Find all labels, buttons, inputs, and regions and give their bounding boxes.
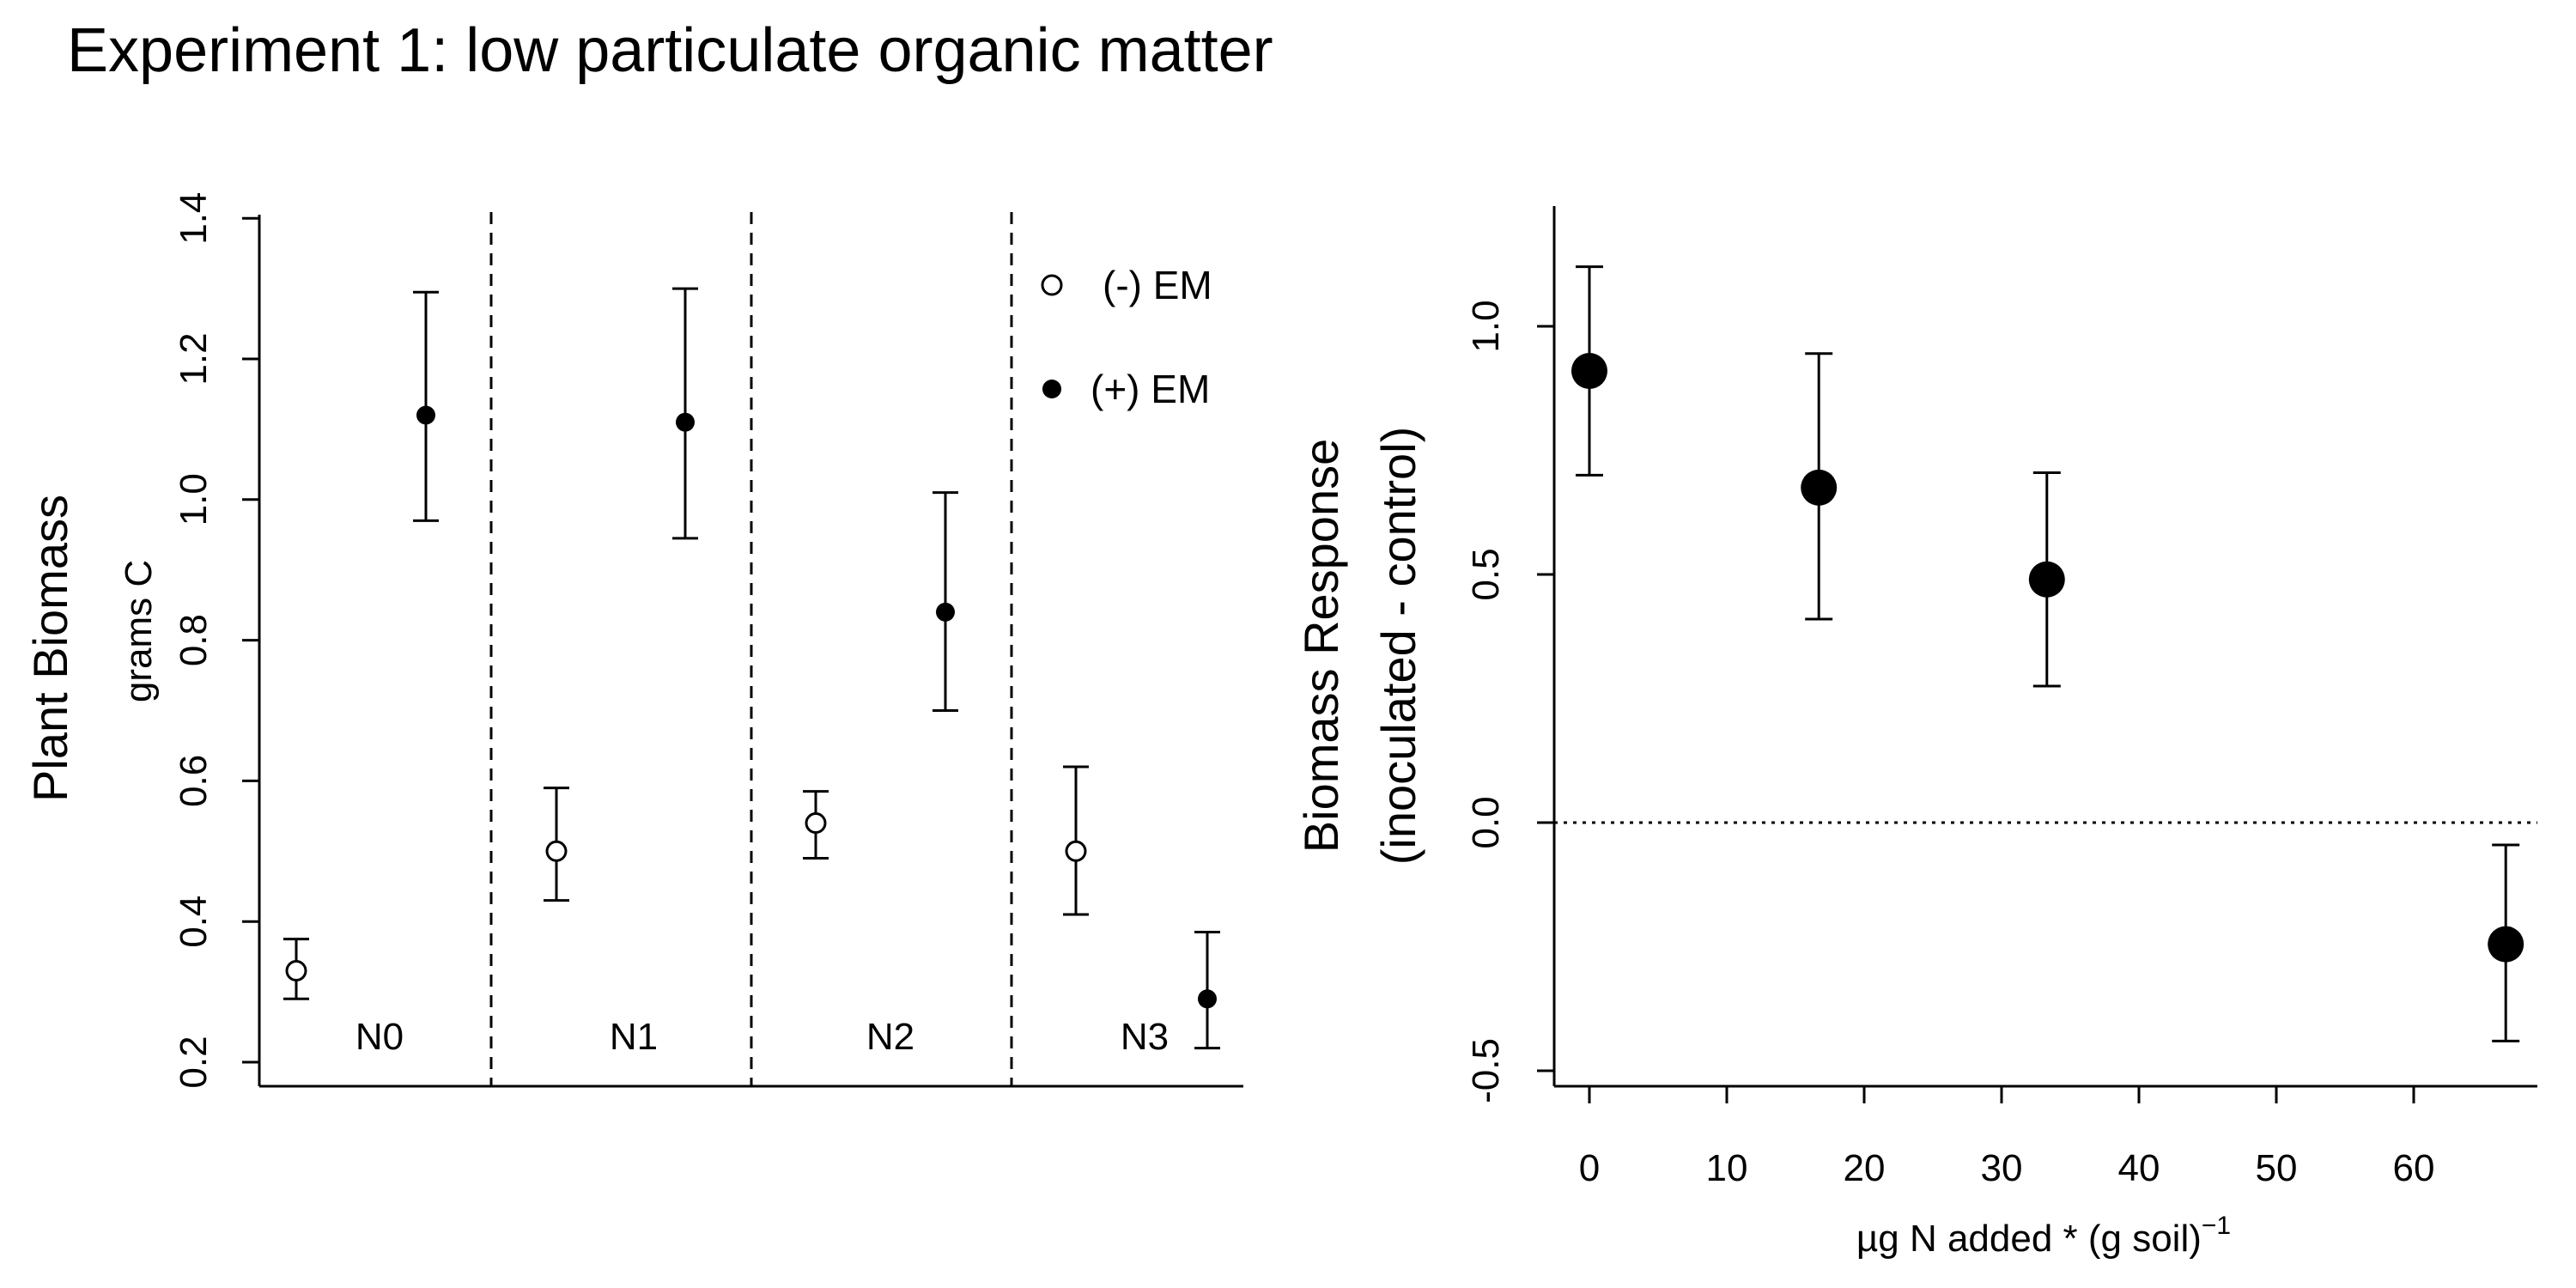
chart-title: Experiment 1: low particulate organic ma… (67, 16, 1273, 85)
data-point-open (1065, 840, 1087, 862)
y-tick-label: 0.4 (173, 896, 215, 948)
y-tick-label: 0.6 (173, 755, 215, 807)
x-axis-label-superscript: −1 (2202, 1212, 2231, 1240)
data-point-filled (936, 602, 955, 622)
data-point-response (1801, 469, 1838, 506)
y-axis-units-label: grams C (118, 560, 160, 702)
y-tick-label: 1.2 (173, 332, 215, 385)
y-axis-label-right: Biomass Response (1294, 439, 1348, 853)
y-tick-label: 0.8 (173, 614, 215, 666)
y-tick-label-right: -0.5 (1465, 1038, 1507, 1103)
data-point-filled (676, 412, 695, 432)
y-tick-label: 0.2 (173, 1036, 215, 1088)
data-point-open (545, 840, 568, 862)
data-point-filled (416, 405, 435, 425)
legend-label: (+) EM (1091, 367, 1210, 411)
legend-label: (-) EM (1103, 263, 1212, 307)
data-point-response (1571, 353, 1607, 390)
y-tick-label-right: 0.5 (1465, 548, 1507, 600)
data-point-response (2488, 926, 2524, 963)
data-point-filled (1198, 989, 1217, 1009)
x-tick-label-right: 40 (2118, 1147, 2160, 1189)
x-tick-label-right: 50 (2256, 1147, 2298, 1189)
x-tick-label-right: 30 (1981, 1147, 2023, 1189)
y-tick-label-right: 1.0 (1465, 300, 1507, 352)
x-axis-label-right: µg N added * (g soil)−1 (1856, 1212, 2231, 1260)
x-tick-label-right: 60 (2393, 1147, 2435, 1189)
group-label: N1 (610, 1016, 658, 1058)
y-tick-label-right: 0.0 (1465, 796, 1507, 848)
data-point-open (805, 812, 827, 835)
group-label: N2 (866, 1016, 914, 1058)
x-tick-label-right: 10 (1706, 1147, 1748, 1189)
legend-marker-filled (1042, 380, 1061, 398)
y-tick-label: 1.4 (173, 192, 215, 245)
y-axis-label: Plant Biomass (23, 495, 77, 802)
data-point-open (285, 960, 307, 982)
group-label: N0 (355, 1016, 404, 1058)
x-tick-label-right: 0 (1579, 1147, 1600, 1189)
data-point-response (2028, 561, 2065, 598)
y-tick-label: 1.0 (173, 473, 215, 526)
y-axis-label-right-line2: (inoculated - control) (1371, 427, 1425, 865)
group-label: N3 (1121, 1016, 1169, 1058)
x-tick-label-right: 20 (1844, 1147, 1886, 1189)
legend-marker-open (1041, 274, 1063, 296)
